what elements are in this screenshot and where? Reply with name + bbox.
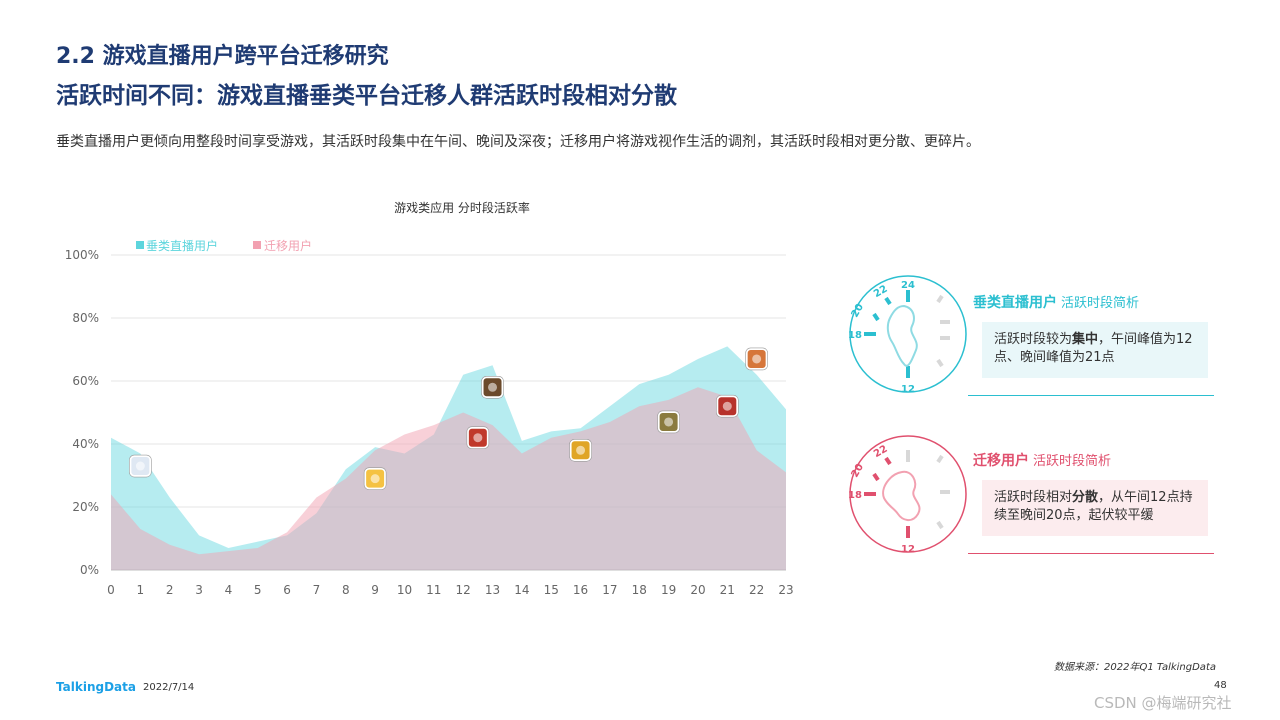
activity-chart: 游戏类应用 分时段活跃率 垂类直播用户 迁移用户 0% 20% 40% 60% 80% 1… [65,200,794,597]
data-source: 数据来源：2022年Q1 TalkingData [1054,662,1216,673]
x-tick-label: 14 [514,583,529,597]
y-tick-label: 100% [65,248,99,262]
migrant-panel-note: 活跃时段相对分散，从午间12点持续至晚间20点，起伏较平缓 [982,480,1208,536]
area-series-migrant [111,387,786,570]
migrant-panel-title: 迁移用户 活跃时段简析 [973,453,1112,469]
x-tick-label: 7 [313,583,321,597]
vertical-panel-note: 活跃时段较为集中，午间峰值为12点、晚间峰值为21点 [982,322,1208,378]
svg-text:24: 24 [901,280,915,291]
section-title: 2.2 游戏直播用户跨平台迁移研究 [56,44,389,69]
x-tick-label: 17 [602,583,617,597]
x-tick-label: 1 [137,583,145,597]
x-tick-label: 23 [778,583,793,597]
x-tick-label: 9 [371,583,379,597]
y-tick-label: 0% [80,563,99,577]
x-tick-label: 11 [426,583,441,597]
x-tick-label: 2 [166,583,174,597]
x-tick-label: 20 [690,583,705,597]
x-tick-label: 18 [632,583,647,597]
app-icon [716,394,739,418]
svg-text:18: 18 [848,330,862,341]
x-tick-label: 12 [456,583,471,597]
app-icon [745,347,768,371]
app-icon [569,439,592,462]
x-tick-label: 5 [254,583,262,597]
chart-title: 游戏类应用 分时段活跃率 [394,200,530,215]
y-tick-label: 80% [72,311,99,325]
legend-label-vertical: 垂类直播用户 [146,238,218,253]
app-icon [466,426,490,449]
svg-text:12: 12 [901,544,915,555]
x-tick-label: 22 [749,583,764,597]
legend-swatch-vertical [136,241,144,249]
vertical-panel-divider [968,395,1214,396]
x-tick-label: 16 [573,583,588,597]
app-icon [363,467,387,490]
app-icon [657,410,680,434]
y-tick-label: 60% [72,374,99,388]
chart-areas [111,346,786,570]
legend-label-migrant: 迁移用户 [264,238,312,253]
y-axis: 0% 20% 40% 60% 80% 100% [65,248,99,577]
report-date: 2022/7/14 [143,682,195,693]
x-tick-label: 13 [485,583,500,597]
migrant-clock-icon: 24 22 20 18 12 [848,435,967,555]
y-tick-label: 20% [72,500,99,514]
vertical-panel-title: 垂类直播用户 活跃时段简析 [973,295,1140,311]
x-tick-label: 6 [283,583,291,597]
x-tick-label: 10 [397,583,412,597]
svg-text:18: 18 [848,490,862,501]
page-number: 48 [1214,680,1227,691]
x-tick-label: 21 [720,583,735,597]
x-tick-label: 4 [225,583,233,597]
x-axis: 0 1 2 3 4 5 6 7 8 9 10 11 12 13 14 15 16 17 18 19 20 21 22 23 [107,583,793,597]
x-tick-label: 3 [195,583,203,597]
x-tick-label: 19 [661,583,676,597]
watermark: CSDN @梅端研究社 [1094,694,1232,712]
svg-text:12: 12 [901,384,915,395]
x-tick-label: 0 [107,583,115,597]
chart-legend: 垂类直播用户 迁移用户 [136,238,312,253]
app-icons [129,347,768,490]
app-icon [129,454,152,478]
y-tick-label: 40% [72,437,99,451]
page-title: 活跃时间不同：游戏直播垂类平台迁移人群活跃时段相对分散 [56,83,677,109]
talkingdata-logo: TalkingData [56,680,136,694]
page-description: 垂类直播用户更倾向用整段时间享受游戏，其活跃时段集中在午间、晚间及深夜；迁移用户… [56,134,980,150]
app-icon [481,376,504,399]
vertical-clock-icon: 24 22 20 18 12 [848,275,967,395]
x-tick-label: 8 [342,583,350,597]
x-tick-label: 15 [544,583,559,597]
legend-swatch-migrant [253,241,261,249]
migrant-panel-divider [968,553,1214,554]
